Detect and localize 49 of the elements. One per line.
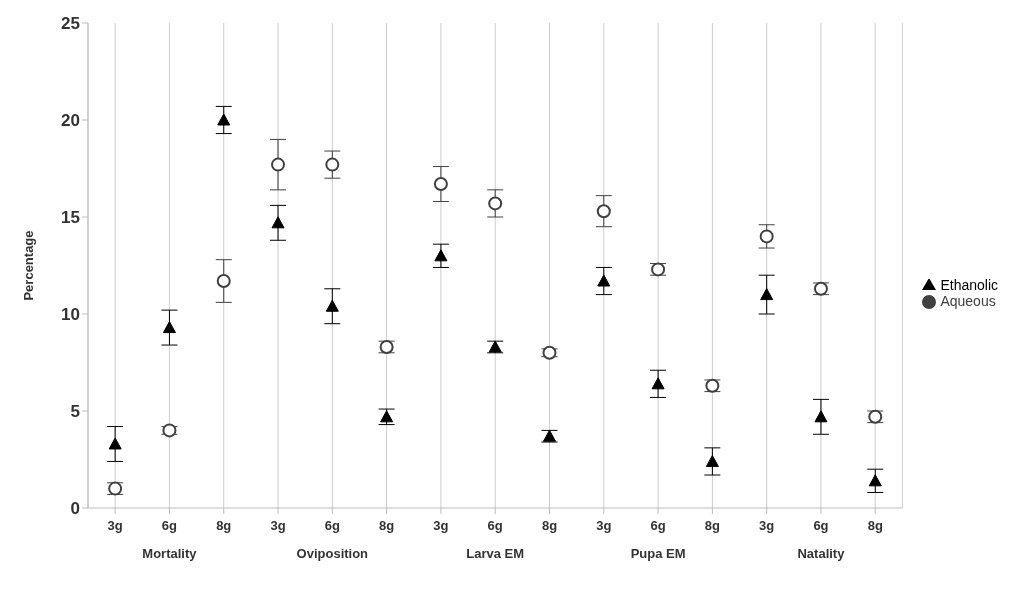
- point: [271, 216, 285, 229]
- x-tick-label: 8g: [541, 518, 558, 533]
- point: [759, 229, 774, 244]
- text: Oviposition: [296, 546, 369, 561]
- x-tick-label: 3g: [759, 518, 775, 533]
- x-tick-label: 8g: [379, 518, 395, 533]
- point: [325, 299, 339, 312]
- x-tick-label: 6g: [324, 518, 340, 533]
- legend-label: Ethanolic: [940, 276, 998, 293]
- point: [760, 288, 774, 301]
- point: [325, 157, 340, 172]
- x-tick-label: 3g: [596, 518, 612, 533]
- x-tick-label: 6g: [650, 518, 666, 533]
- legend-label: Aqueous: [940, 293, 996, 309]
- y-tick-label: 10: [61, 305, 80, 325]
- point: [108, 437, 122, 450]
- point: [216, 274, 231, 289]
- point: [651, 377, 665, 390]
- y-tick-label: 5: [70, 402, 80, 422]
- point: [217, 113, 231, 126]
- point: [162, 321, 176, 334]
- point: [705, 454, 719, 467]
- point: [434, 249, 448, 262]
- y-tick-label: 15: [61, 208, 80, 228]
- text: Pupa EM: [630, 546, 686, 561]
- point: [488, 196, 503, 211]
- text: Mortality: [142, 546, 198, 561]
- x-tick-label: 8g: [867, 518, 883, 533]
- x-tick-label: 6g: [487, 518, 503, 533]
- x-tick-label: 3g: [433, 518, 449, 533]
- x-tick-label: 6g: [813, 518, 829, 533]
- point: [814, 410, 828, 423]
- y-tick-label: 20: [61, 111, 80, 131]
- x-tick-label: 3g: [270, 518, 286, 533]
- x-tick-label: 3g: [107, 518, 123, 533]
- y-axis-title: Percentage: [20, 230, 36, 301]
- point: [433, 177, 448, 192]
- x-tick-label: 6g: [161, 518, 178, 533]
- point: [868, 474, 882, 487]
- y-tick-label: 25: [61, 14, 80, 34]
- text: Larva EM: [466, 546, 525, 561]
- point: [596, 204, 611, 219]
- x-tick-label: 8g: [704, 518, 721, 533]
- text: Natality: [797, 546, 846, 561]
- x-tick-label: 8g: [216, 518, 232, 533]
- point: [597, 274, 611, 287]
- point: [271, 157, 286, 172]
- y-tick-label: 0: [70, 499, 80, 519]
- point: [162, 423, 177, 438]
